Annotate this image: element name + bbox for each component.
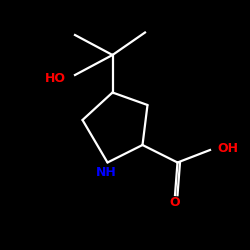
Text: NH: NH — [96, 166, 116, 179]
Text: OH: OH — [217, 142, 238, 155]
Text: O: O — [170, 196, 180, 208]
Text: HO: HO — [44, 72, 66, 85]
